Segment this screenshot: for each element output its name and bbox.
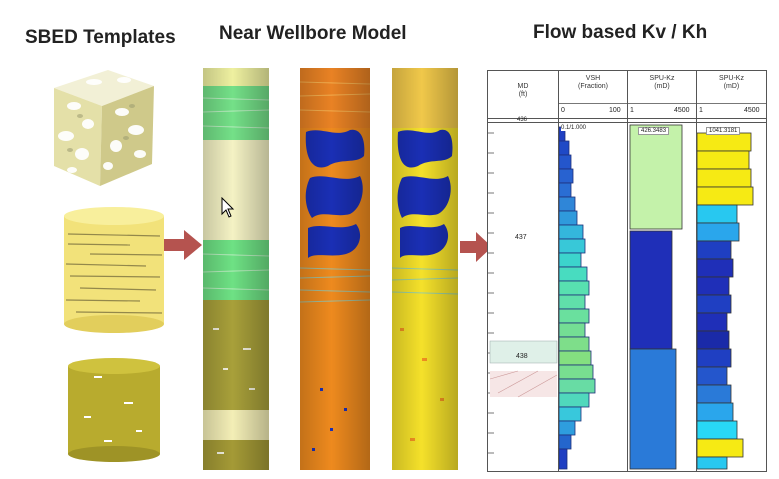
depth-label-437: 437 — [515, 234, 527, 241]
depth-track — [488, 132, 558, 454]
spu-kz-track-1 — [629, 124, 683, 470]
kz1-scale-max: 4500 — [674, 107, 690, 114]
vsh-track — [559, 126, 596, 470]
md-header: MD (ft) — [517, 83, 529, 98]
wellbore-column-bands — [203, 68, 269, 470]
arrow-right-icon — [460, 232, 492, 262]
depth-label-436: 436 — [517, 117, 528, 123]
near-wellbore-model-title: Near Wellbore Model — [219, 23, 407, 44]
kz1-scale-min: 1 — [630, 107, 634, 114]
spu-kz-header-1: SPU-Kz (mD) — [649, 75, 675, 90]
kz1-readout: 426.3483 — [638, 127, 670, 135]
spu-kz-track-2 — [697, 132, 754, 470]
vsh-scale-min: 0 — [561, 107, 565, 114]
vsh-readout: 0.1/1.000 — [561, 125, 587, 131]
cursor-icon — [221, 197, 235, 218]
spu-kz-header-2: SPU-Kz (mD) — [719, 75, 744, 90]
cube-icon — [54, 70, 154, 186]
olive-cylinder-icon — [68, 358, 160, 462]
log-panel: MD (ft) VSH (Fraction) SPU-Kz (mD) SPU-Kz (m… — [487, 70, 767, 472]
kz2-scale-min: 1 — [699, 107, 703, 114]
kz2-scale-max: 4500 — [744, 107, 760, 114]
kz2-readout: 1041.3181 — [706, 127, 741, 135]
arrow-right-icon — [164, 230, 202, 260]
flow-based-kv-kh-title: Flow based Kv / Kh — [533, 22, 708, 43]
depth-label-438: 438 — [516, 353, 528, 360]
vsh-header: VSH (Fraction) — [578, 75, 608, 90]
laminated-cylinder-icon — [64, 207, 164, 333]
wellbore-column-permeability — [300, 68, 370, 470]
wellbore-column-porosity — [392, 68, 458, 470]
vsh-scale-max: 100 — [609, 107, 621, 114]
sbed-templates-title: SBED Templates — [25, 27, 176, 48]
